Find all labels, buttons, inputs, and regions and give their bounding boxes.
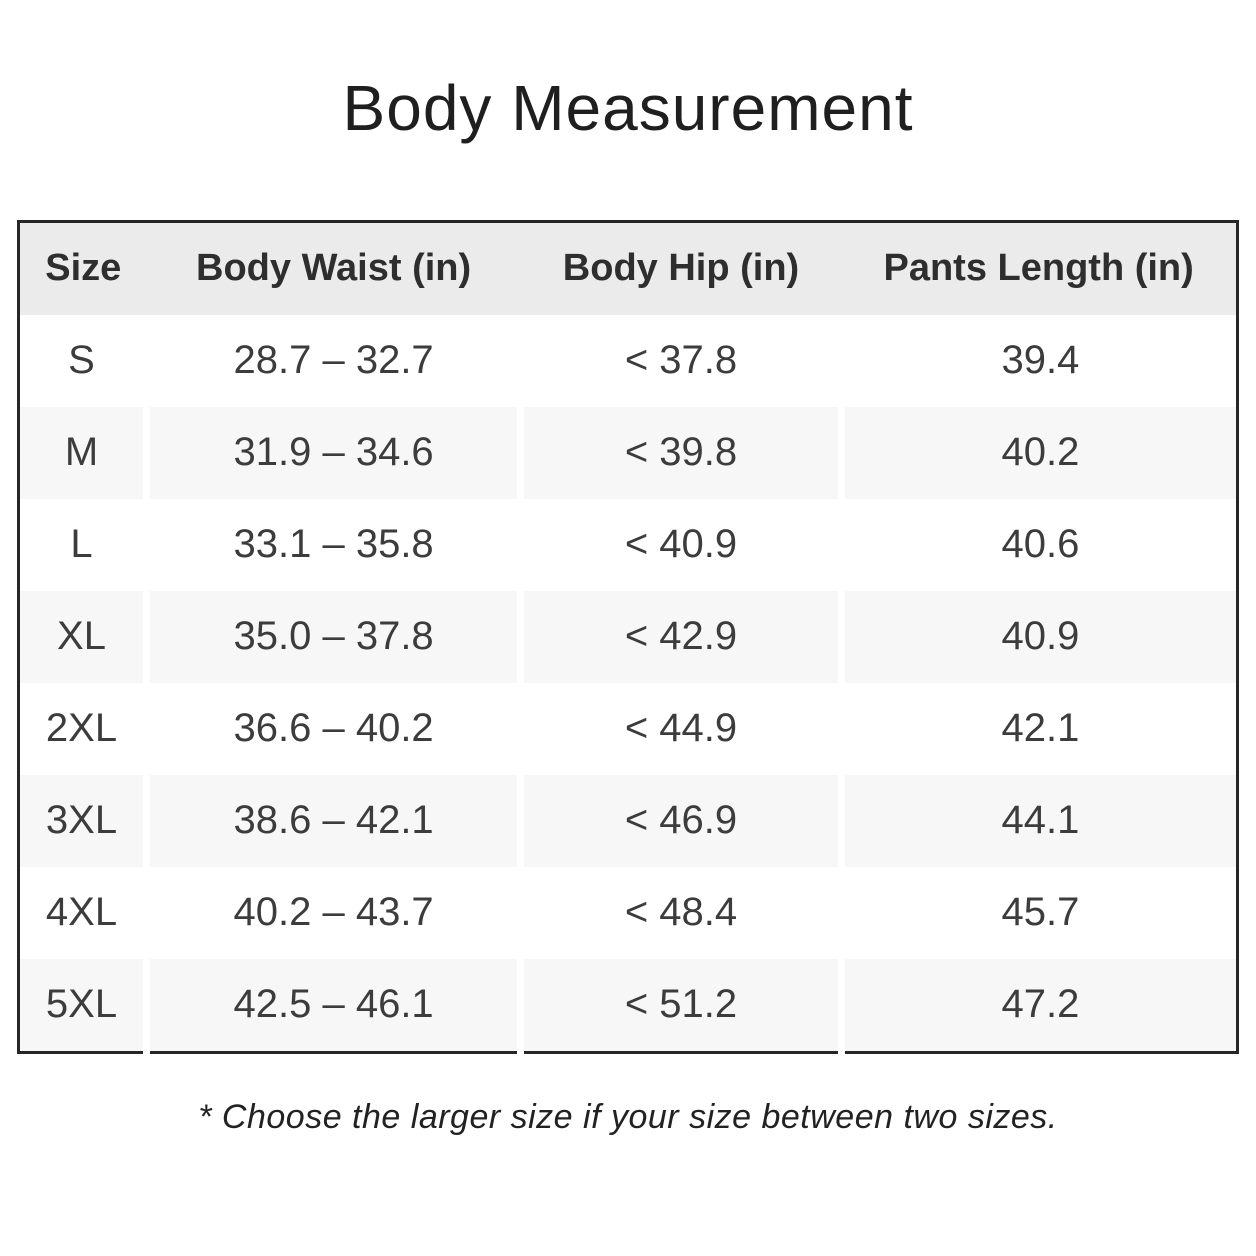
hip-cell: < 44.9 [517,682,842,775]
size-cell: 3XL [18,774,147,867]
length-cell: 39.4 [837,314,1238,407]
waist-cell: 33.1 – 35.8 [142,498,521,591]
table-row-4xl: 4XL 40.2 – 43.7 < 48.4 45.7 [18,866,1238,959]
length-cell: 40.9 [837,590,1238,683]
table-row-5xl: 5XL 42.5 – 46.1 < 51.2 47.2 [18,958,1238,1053]
waist-cell: 35.0 – 37.8 [142,590,521,683]
size-cell: 4XL [18,866,147,959]
hip-cell: < 37.8 [517,314,842,407]
size-cell: XL [18,590,147,683]
size-footnote: * Choose the larger size if your size be… [198,1097,1058,1136]
size-cell: S [18,314,147,407]
table-header-row: Size Body Waist (in) Body Hip (in) Pants… [18,221,1238,315]
waist-cell: 36.6 – 40.2 [142,682,521,775]
column-header-pants-length: Pants Length (in) [841,221,1238,315]
length-cell: 44.1 [837,774,1238,867]
size-cell: L [18,498,147,591]
table-row-xl: XL 35.0 – 37.8 < 42.9 40.9 [18,590,1238,683]
table-row-2xl: 2XL 36.6 – 40.2 < 44.9 42.1 [18,682,1238,775]
hip-cell: < 42.9 [517,590,842,683]
size-table-container: Size Body Waist (in) Body Hip (in) Pants… [17,219,1239,1054]
column-header-body-hip: Body Hip (in) [520,221,842,315]
length-cell: 47.2 [837,958,1238,1053]
column-header-body-waist: Body Waist (in) [146,221,521,315]
table-row-s: S 28.7 – 32.7 < 37.8 39.4 [18,314,1238,407]
size-cell: 2XL [18,682,147,775]
hip-cell: < 40.9 [517,498,842,591]
waist-cell: 40.2 – 43.7 [142,866,521,959]
table-row-l: L 33.1 – 35.8 < 40.9 40.6 [18,498,1238,591]
table-row-m: M 31.9 – 34.6 < 39.8 40.2 [18,406,1238,499]
size-cell: 5XL [18,958,147,1053]
hip-cell: < 48.4 [517,866,842,959]
column-header-size: Size [18,221,147,315]
size-table: Size Body Waist (in) Body Hip (in) Pants… [17,219,1239,1054]
length-cell: 40.2 [837,406,1238,499]
length-cell: 40.6 [837,498,1238,591]
size-cell: M [18,406,147,499]
length-cell: 45.7 [837,866,1238,959]
waist-cell: 28.7 – 32.7 [142,314,521,407]
hip-cell: < 39.8 [517,406,842,499]
waist-cell: 38.6 – 42.1 [142,774,521,867]
waist-cell: 42.5 – 46.1 [142,958,521,1053]
hip-cell: < 51.2 [517,958,842,1053]
hip-cell: < 46.9 [517,774,842,867]
page-title: Body Measurement [342,72,914,144]
waist-cell: 31.9 – 34.6 [142,406,521,499]
table-row-3xl: 3XL 38.6 – 42.1 < 46.9 44.1 [18,774,1238,867]
length-cell: 42.1 [837,682,1238,775]
